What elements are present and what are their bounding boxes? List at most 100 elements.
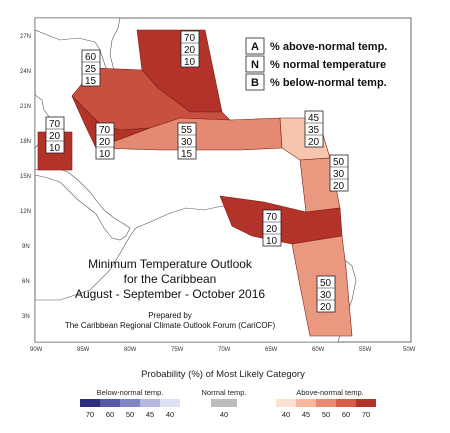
prob-above: 70 bbox=[184, 33, 196, 44]
lon-label: 85W bbox=[77, 347, 90, 353]
prob-below: 15 bbox=[85, 76, 97, 87]
above-swatch-40 bbox=[276, 399, 296, 407]
prob-normal: 30 bbox=[320, 290, 332, 301]
prob-normal: 30 bbox=[181, 137, 193, 148]
prob-box-belize: 70 20 10 bbox=[45, 116, 65, 154]
prob-below: 20 bbox=[308, 137, 320, 148]
prob-above: 45 bbox=[308, 113, 320, 124]
lon-label: 60W bbox=[312, 347, 325, 353]
title-line-2: for the Caribbean bbox=[124, 272, 217, 286]
above-swatch-60 bbox=[336, 399, 356, 407]
prob-above: 70 bbox=[49, 119, 61, 130]
above-tick: 50 bbox=[322, 410, 330, 419]
above-swatch-45 bbox=[296, 399, 316, 407]
prob-below: 10 bbox=[184, 57, 196, 68]
prob-above: 55 bbox=[181, 125, 193, 136]
lat-label: 9N bbox=[22, 244, 30, 250]
prob-box-jamaica: 70 20 10 bbox=[95, 122, 115, 160]
prob-normal: 20 bbox=[99, 137, 111, 148]
key-letter-b: B bbox=[251, 77, 259, 89]
lat-label: 3N bbox=[22, 314, 30, 320]
above-tick: 60 bbox=[342, 410, 350, 419]
prob-box-leeward: 45 35 20 bbox=[304, 110, 324, 148]
colorbar-caption: Probability (%) of Most Likely Category bbox=[141, 369, 305, 380]
lon-label: 80W bbox=[124, 347, 137, 353]
key-letter-n: N bbox=[251, 59, 259, 71]
prob-normal: 30 bbox=[333, 169, 345, 180]
lon-label: 75W bbox=[171, 347, 184, 353]
lon-label: 50W bbox=[403, 347, 416, 353]
prob-above: 50 bbox=[333, 157, 345, 168]
key-text-normal: % normal temperature bbox=[270, 59, 386, 71]
normal-label: Normal temp. bbox=[201, 388, 246, 397]
below-tick: 40 bbox=[166, 410, 174, 419]
above-ticks: 40 45 50 60 70 bbox=[282, 410, 370, 419]
prob-below: 10 bbox=[49, 143, 61, 154]
below-tick: 60 bbox=[106, 410, 114, 419]
credit-line-2: The Caribbean Regional Climate Outlook F… bbox=[65, 321, 276, 330]
prob-above: 70 bbox=[99, 125, 111, 136]
key-letter-a: A bbox=[251, 41, 259, 53]
normal-swatch bbox=[211, 399, 237, 407]
title-line-3: August - September - October 2016 bbox=[75, 287, 265, 301]
lat-label: 24N bbox=[20, 69, 31, 75]
lat-label: 21N bbox=[20, 104, 31, 110]
lon-labels: 90W 85W 80W 75W 70W 65W 60W 55W 50W bbox=[30, 347, 416, 353]
lon-label: 55W bbox=[359, 347, 372, 353]
lat-labels: 27N 24N 21N 18N 15N 12N 9N 6N 3N bbox=[20, 34, 31, 320]
above-tick: 40 bbox=[282, 410, 290, 419]
prob-box-hispaniola: 55 30 15 bbox=[177, 122, 197, 160]
lat-label: 18N bbox=[20, 139, 31, 145]
below-swatch-45 bbox=[140, 399, 160, 407]
key-text-above: % above-normal temp. bbox=[270, 41, 387, 53]
category-key: A N B % above-normal temp. % normal temp… bbox=[245, 37, 387, 91]
prob-below: 10 bbox=[99, 149, 111, 160]
below-swatch-50 bbox=[120, 399, 140, 407]
normal-tick: 40 bbox=[220, 410, 228, 419]
below-tick: 70 bbox=[86, 410, 94, 419]
prob-normal: 25 bbox=[85, 64, 97, 75]
lon-label: 65W bbox=[265, 347, 278, 353]
prob-above: 70 bbox=[266, 212, 278, 223]
prob-box-windward: 50 30 20 bbox=[329, 154, 349, 192]
above-tick: 45 bbox=[302, 410, 310, 419]
prob-box-bahamas: 70 20 10 bbox=[180, 30, 200, 68]
prob-above: 50 bbox=[320, 278, 332, 289]
lat-label: 15N bbox=[20, 174, 31, 180]
prob-below: 20 bbox=[333, 181, 345, 192]
below-label: Below-normal temp. bbox=[97, 388, 164, 397]
lon-label: 70W bbox=[218, 347, 231, 353]
below-tick: 50 bbox=[126, 410, 134, 419]
prob-above: 60 bbox=[85, 52, 97, 63]
prob-normal: 35 bbox=[308, 125, 320, 136]
below-swatches bbox=[80, 399, 180, 407]
above-label: Above-normal temp. bbox=[296, 388, 364, 397]
above-swatches bbox=[276, 399, 376, 407]
prob-below: 20 bbox=[320, 302, 332, 313]
above-tick: 70 bbox=[362, 410, 370, 419]
below-swatch-40 bbox=[160, 399, 180, 407]
lat-label: 12N bbox=[20, 209, 31, 215]
prob-normal: 20 bbox=[49, 131, 61, 142]
prob-below: 10 bbox=[266, 236, 278, 247]
key-text-below: % below-normal temp. bbox=[270, 77, 387, 89]
prob-normal: 20 bbox=[266, 224, 278, 235]
prob-box-abc: 70 20 10 bbox=[262, 209, 282, 247]
prob-box-cuba: 60 25 15 bbox=[81, 49, 101, 87]
lat-label: 6N bbox=[22, 279, 30, 285]
prob-below: 15 bbox=[181, 149, 193, 160]
prob-normal: 20 bbox=[184, 45, 196, 56]
below-tick: 45 bbox=[146, 410, 154, 419]
below-swatch-70 bbox=[80, 399, 100, 407]
above-swatch-50 bbox=[316, 399, 336, 407]
credit-line-1: Prepared by bbox=[148, 311, 192, 320]
below-ticks: 70 60 50 45 40 bbox=[86, 410, 174, 419]
title-line-1: Minimum Temperature Outlook bbox=[88, 257, 253, 271]
prob-box-guianas: 50 30 20 bbox=[316, 275, 336, 313]
map-title: Minimum Temperature Outlook for the Cari… bbox=[65, 257, 276, 330]
lon-label: 90W bbox=[30, 347, 43, 353]
lat-label: 27N bbox=[20, 34, 31, 40]
above-swatch-70 bbox=[356, 399, 376, 407]
below-swatch-60 bbox=[100, 399, 120, 407]
